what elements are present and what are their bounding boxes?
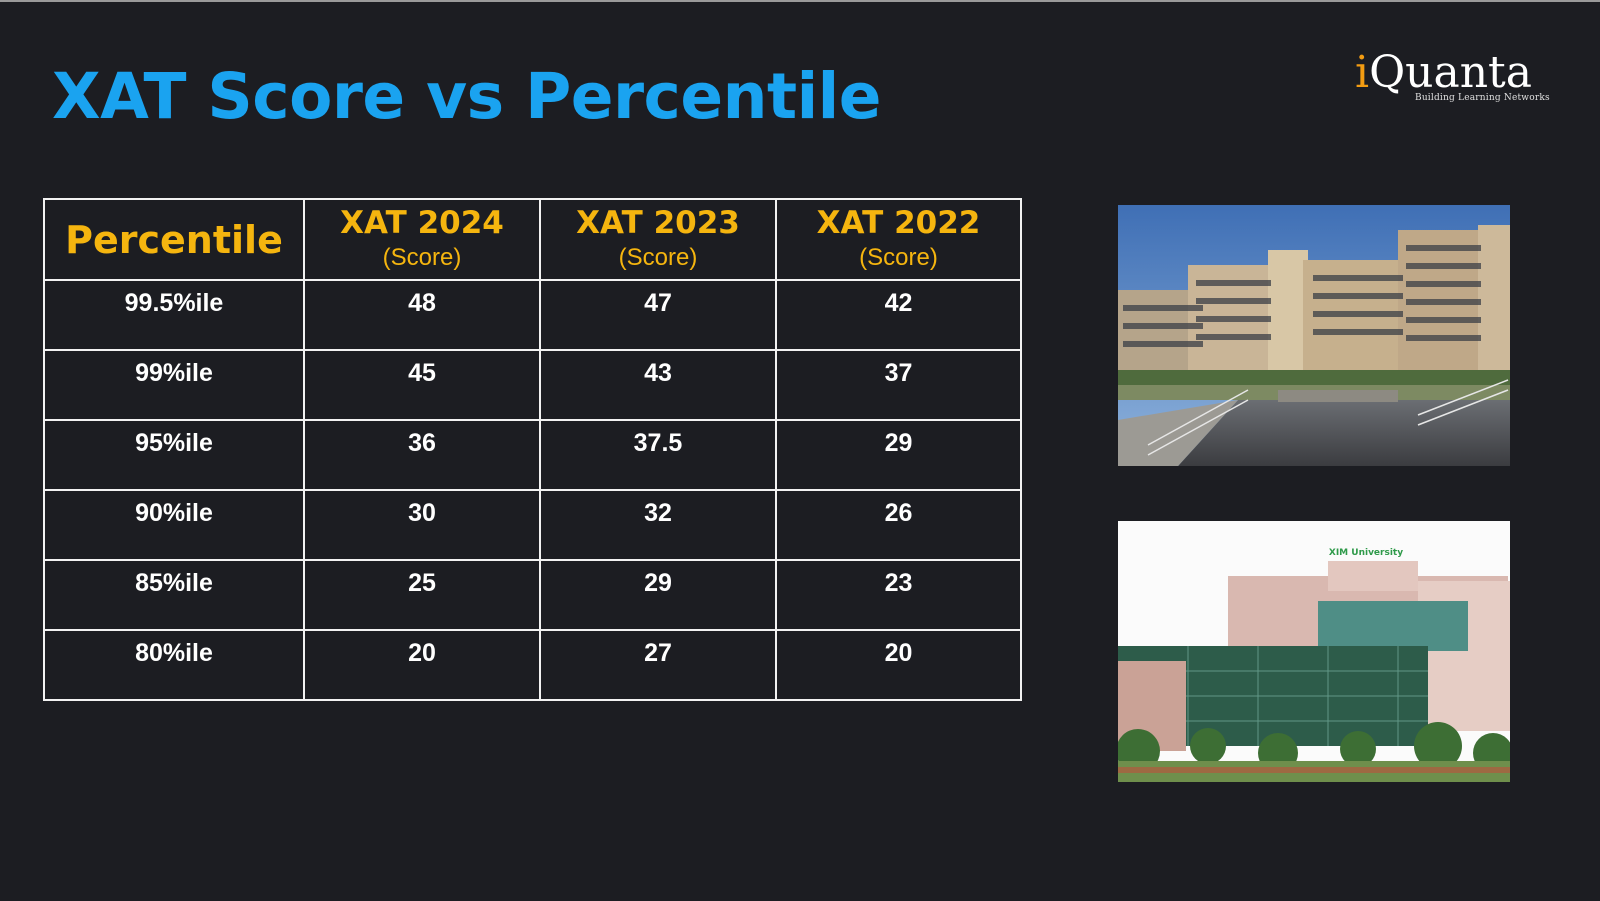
table-row: 95%ile 36 37.5 29 bbox=[43, 419, 1022, 491]
score-cell: 45 bbox=[303, 349, 541, 421]
header-label: XAT 2023 bbox=[576, 205, 740, 241]
score-cell: 25 bbox=[303, 559, 541, 631]
score-cell: 47 bbox=[539, 279, 777, 351]
score-cell: 27 bbox=[539, 629, 777, 701]
header-percentile: Percentile bbox=[43, 198, 305, 281]
table-header-row: Percentile XAT 2024 (Score) XAT 2023 (Sc… bbox=[43, 198, 1022, 281]
table-row: 85%ile 25 29 23 bbox=[43, 559, 1022, 631]
percentile-cell: 99.5%ile bbox=[43, 279, 305, 351]
table-row: 99.5%ile 48 47 42 bbox=[43, 279, 1022, 351]
header-label: Percentile bbox=[65, 217, 283, 262]
score-cell: 20 bbox=[775, 629, 1022, 701]
score-cell: 20 bbox=[303, 629, 541, 701]
score-cell: 26 bbox=[775, 489, 1022, 561]
header-sublabel: (Score) bbox=[382, 244, 462, 271]
header-label: XAT 2024 bbox=[340, 205, 504, 241]
score-cell: 43 bbox=[539, 349, 777, 421]
percentile-cell: 85%ile bbox=[43, 559, 305, 631]
percentile-cell: 80%ile bbox=[43, 629, 305, 701]
logo-i-letter: i bbox=[1355, 47, 1370, 98]
top-divider bbox=[0, 0, 1600, 2]
score-cell: 30 bbox=[303, 489, 541, 561]
percentile-cell: 95%ile bbox=[43, 419, 305, 491]
score-cell: 42 bbox=[775, 279, 1022, 351]
table-row: 90%ile 30 32 26 bbox=[43, 489, 1022, 561]
campus-photo-building-pool bbox=[1118, 205, 1510, 466]
xim-university-sign: XIM University bbox=[1329, 548, 1403, 558]
table-row: 80%ile 20 27 20 bbox=[43, 629, 1022, 701]
score-cell: 37 bbox=[775, 349, 1022, 421]
header-sublabel: (Score) bbox=[618, 244, 698, 271]
percentile-cell: 99%ile bbox=[43, 349, 305, 421]
score-cell: 37.5 bbox=[539, 419, 777, 491]
table-row: 99%ile 45 43 37 bbox=[43, 349, 1022, 421]
header-xat-2023: XAT 2023 (Score) bbox=[539, 198, 777, 281]
score-cell: 29 bbox=[775, 419, 1022, 491]
logo-wordmark: iQuanta bbox=[1355, 48, 1532, 98]
header-label: XAT 2022 bbox=[816, 205, 981, 241]
header-xat-2022: XAT 2022 (Score) bbox=[775, 198, 1022, 281]
score-cell: 29 bbox=[539, 559, 777, 631]
page-title: XAT Score vs Percentile bbox=[52, 60, 882, 133]
campus-photo-xim-university: XIM University bbox=[1118, 521, 1510, 782]
percentile-cell: 90%ile bbox=[43, 489, 305, 561]
header-xat-2024: XAT 2024 (Score) bbox=[303, 198, 541, 281]
score-percentile-table: Percentile XAT 2024 (Score) XAT 2023 (Sc… bbox=[43, 198, 1022, 701]
logo-word-rest: Quanta bbox=[1369, 47, 1532, 98]
score-cell: 32 bbox=[539, 489, 777, 561]
iquanta-logo: iQuanta Building Learning Networks bbox=[1355, 48, 1550, 108]
score-cell: 23 bbox=[775, 559, 1022, 631]
score-cell: 48 bbox=[303, 279, 541, 351]
logo-tagline: Building Learning Networks bbox=[1415, 93, 1550, 103]
score-cell: 36 bbox=[303, 419, 541, 491]
header-sublabel: (Score) bbox=[859, 244, 938, 271]
